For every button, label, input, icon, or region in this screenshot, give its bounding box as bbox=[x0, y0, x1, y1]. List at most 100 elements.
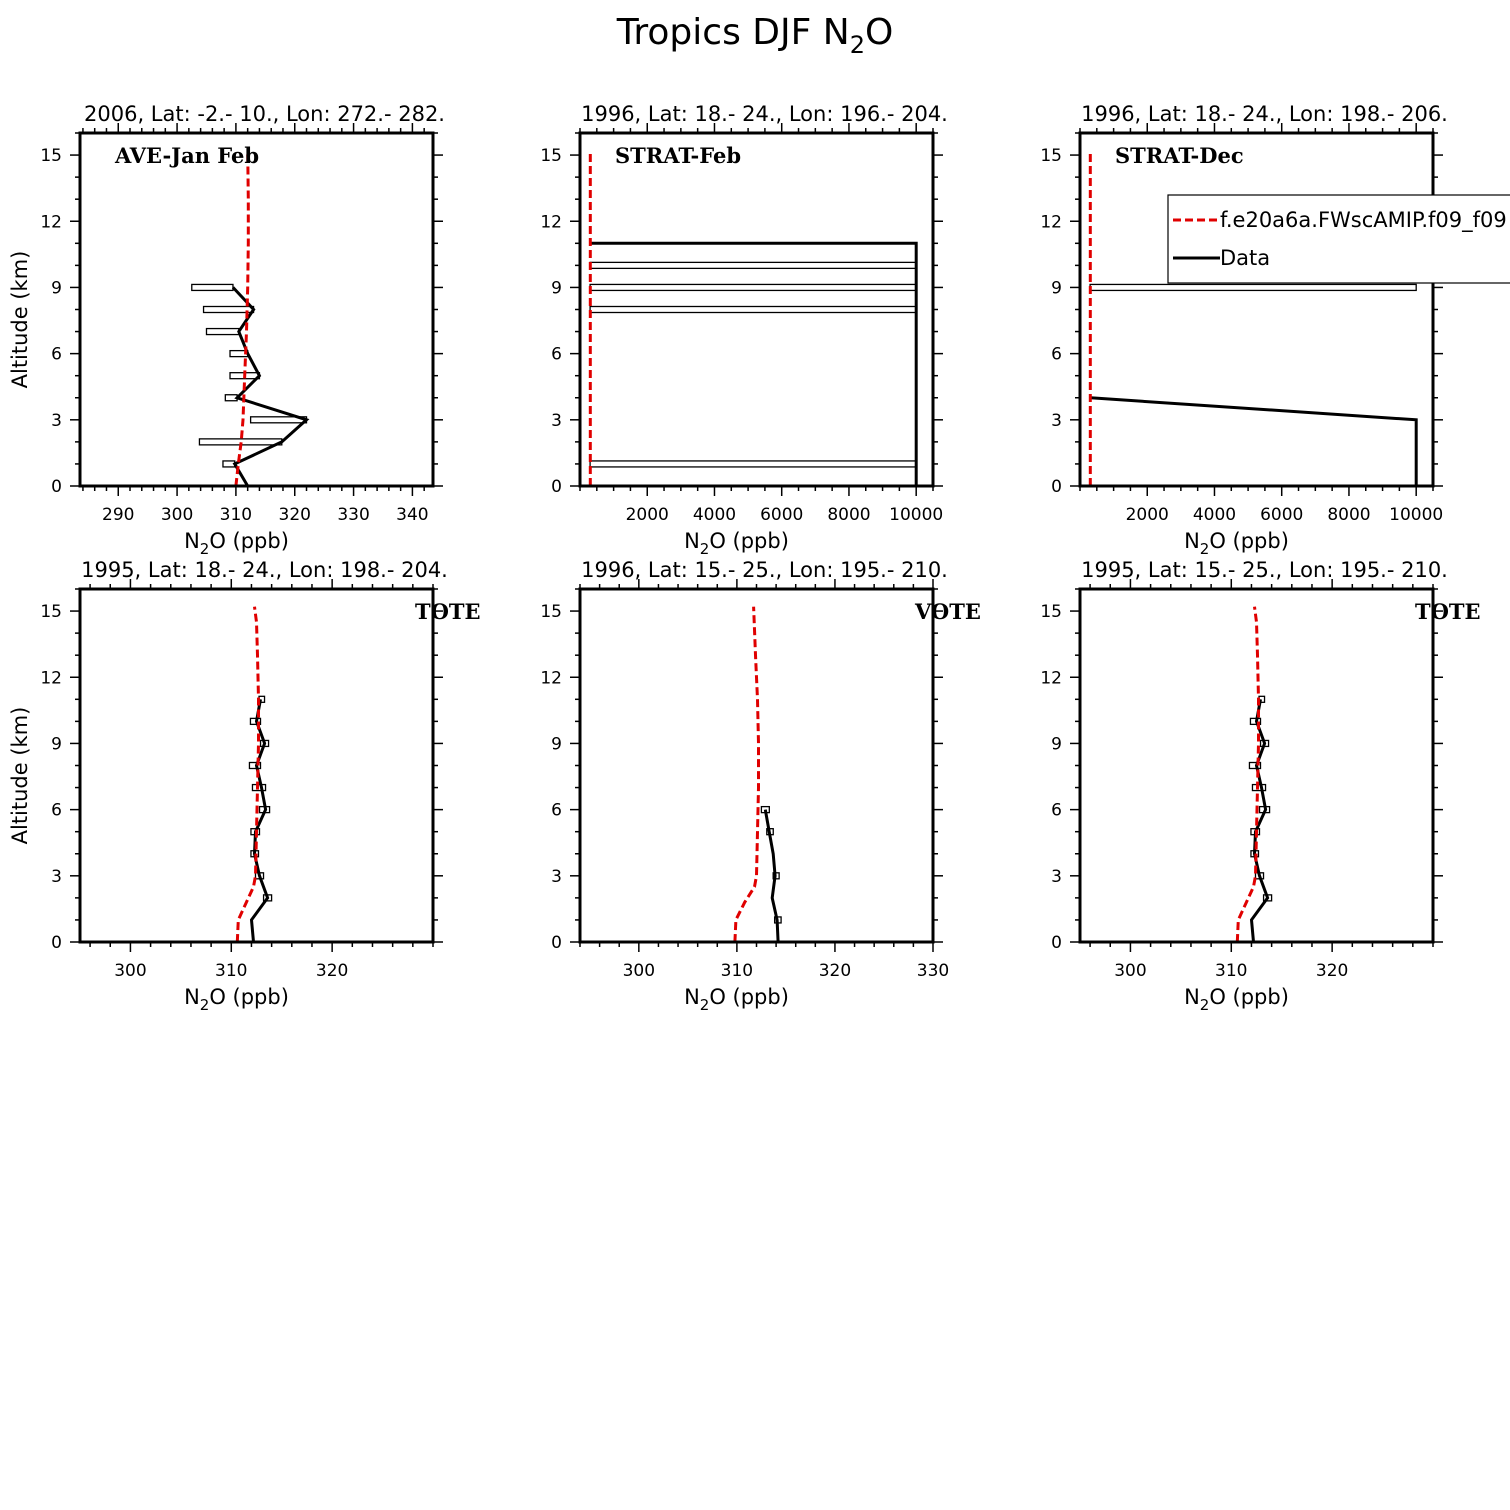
x-tick-label: 310 bbox=[1215, 961, 1247, 981]
x-tick-label: 10000 bbox=[1389, 505, 1443, 525]
x-tick-label: 300 bbox=[1114, 961, 1146, 981]
x-tick-label: 8000 bbox=[1327, 505, 1370, 525]
panel-title: 1996, Lat: 15.- 25., Lon: 195.- 210. bbox=[581, 558, 948, 582]
y-tick-label: 0 bbox=[1051, 477, 1062, 497]
y-tick-label: 12 bbox=[1040, 212, 1062, 232]
x-tick-label: 4000 bbox=[1193, 505, 1236, 525]
plot-area bbox=[248, 695, 273, 942]
x-tick-label: 300 bbox=[114, 961, 146, 981]
x-tick-label: 330 bbox=[337, 505, 369, 525]
y-tick-label: 9 bbox=[551, 278, 562, 298]
y-axis-label: Altitude (km) bbox=[8, 707, 32, 845]
plot-frame bbox=[578, 587, 935, 944]
x-tick-label: 320 bbox=[819, 961, 851, 981]
panel-label: TOTE bbox=[415, 599, 481, 624]
y-tick-label: 15 bbox=[540, 146, 562, 166]
error-bar bbox=[1249, 717, 1262, 726]
plot-frame bbox=[1078, 587, 1435, 944]
y-tick-label: 15 bbox=[40, 146, 62, 166]
model-line bbox=[234, 150, 250, 487]
data-line bbox=[1249, 699, 1270, 942]
model-line bbox=[1235, 606, 1260, 943]
model-line bbox=[733, 606, 760, 943]
y-tick-label: 3 bbox=[1051, 867, 1062, 887]
x-tick-label: 310 bbox=[721, 961, 753, 981]
plot-frame bbox=[78, 131, 435, 488]
panel-label: AVE-Jan Feb bbox=[114, 143, 259, 168]
y-tick-label: 3 bbox=[551, 411, 562, 431]
data-line bbox=[763, 809, 780, 942]
x-axis-label: N2O (ppb) bbox=[684, 529, 789, 558]
plot-area bbox=[589, 241, 918, 486]
x-axis-label: N2O (ppb) bbox=[1184, 985, 1289, 1014]
x-tick-label: 310 bbox=[220, 505, 252, 525]
x-axis-label: N2O (ppb) bbox=[184, 529, 289, 558]
legend-data-label: Data bbox=[1220, 246, 1270, 270]
legend-box bbox=[1167, 194, 1510, 284]
panel-title: 1995, Lat: 15.- 25., Lon: 195.- 210. bbox=[1081, 558, 1448, 582]
y-tick-label: 9 bbox=[51, 278, 62, 298]
y-tick-label: 9 bbox=[1051, 734, 1062, 754]
y-tick-label: 3 bbox=[551, 867, 562, 887]
y-tick-label: 6 bbox=[551, 801, 562, 821]
y-tick-label: 12 bbox=[540, 668, 562, 688]
y-tick-label: 6 bbox=[551, 345, 562, 365]
panel-label: STRAT-Dec bbox=[1115, 143, 1244, 168]
panel-2: 0 3 6 9 12 15 2000 4000 6000 8000 10000 1996, Lat: … bbox=[540, 102, 948, 558]
y-tick-label: 15 bbox=[1040, 602, 1062, 622]
y-tick-label: 3 bbox=[51, 411, 62, 431]
y-tick-label: 15 bbox=[540, 602, 562, 622]
x-axis-label: N2O (ppb) bbox=[684, 985, 789, 1014]
data-line bbox=[231, 286, 310, 486]
y-tick-label: 12 bbox=[540, 212, 562, 232]
y-tick-label: 9 bbox=[1051, 278, 1062, 298]
y-tick-label: 15 bbox=[40, 602, 62, 622]
panel-label: TOTE bbox=[1415, 599, 1481, 624]
y-tick-label: 6 bbox=[1051, 801, 1062, 821]
panel-label: VOTE bbox=[914, 599, 981, 624]
y-tick-label: 0 bbox=[551, 933, 562, 953]
error-bar bbox=[249, 717, 262, 726]
x-tick-label: 320 bbox=[316, 961, 348, 981]
y-tick-label: 9 bbox=[551, 734, 562, 754]
y-tick-label: 6 bbox=[51, 345, 62, 365]
data-line bbox=[590, 241, 918, 486]
plot-area bbox=[191, 283, 310, 486]
panel-label: STRAT-Feb bbox=[615, 143, 741, 168]
x-tick-label: 10000 bbox=[889, 505, 943, 525]
x-tick-label: 2000 bbox=[626, 505, 669, 525]
y-tick-label: 9 bbox=[51, 734, 62, 754]
figure-title-tail: O bbox=[865, 12, 893, 53]
y-tick-label: 0 bbox=[51, 933, 62, 953]
plot-area bbox=[760, 805, 782, 942]
panel-title: 1996, Lat: 18.- 24., Lon: 198.- 206. bbox=[1081, 102, 1448, 126]
y-axis-label: Altitude (km) bbox=[8, 251, 32, 389]
plot-frame bbox=[1078, 131, 1435, 488]
x-tick-label: 300 bbox=[161, 505, 193, 525]
panel-6: 0 3 6 9 12 15 300 310 320 1995, Lat: 15.- 25., Lo… bbox=[1040, 558, 1480, 1014]
x-tick-label: 320 bbox=[1316, 961, 1348, 981]
panel-5: 0 3 6 9 12 15 300 310 320 330 1996, Lat: 15.- 25.,… bbox=[540, 558, 981, 1014]
x-tick-label: 310 bbox=[215, 961, 247, 981]
figure-title-subscript: 2 bbox=[850, 31, 865, 59]
error-bar bbox=[248, 761, 262, 770]
model-line bbox=[235, 606, 260, 943]
plot-frame bbox=[578, 131, 935, 488]
panel-4: 0 3 6 9 12 15 300 310 320 1995, Lat: 18.- 24., Lo… bbox=[8, 558, 481, 1014]
x-tick-label: 340 bbox=[396, 505, 428, 525]
y-tick-label: 0 bbox=[1051, 933, 1062, 953]
panel-title: 1995, Lat: 18.- 24., Lon: 198.- 204. bbox=[81, 558, 448, 582]
x-tick-label: 6000 bbox=[1260, 505, 1303, 525]
y-tick-label: 3 bbox=[1051, 411, 1062, 431]
x-axis-label: N2O (ppb) bbox=[184, 985, 289, 1014]
x-tick-label: 300 bbox=[623, 961, 655, 981]
x-tick-label: 4000 bbox=[693, 505, 736, 525]
x-tick-label: 330 bbox=[917, 961, 949, 981]
figure-title-main: Tropics DJF N bbox=[616, 12, 850, 53]
x-tick-label: 8000 bbox=[827, 505, 870, 525]
legend-model-label: f.e20a6a.FWscAMIP.f09_f09 bbox=[1220, 208, 1507, 233]
y-tick-label: 6 bbox=[51, 801, 62, 821]
plot-area bbox=[1248, 695, 1273, 942]
panel-title: 2006, Lat: -2.- 10., Lon: 272.- 282. bbox=[84, 102, 445, 126]
